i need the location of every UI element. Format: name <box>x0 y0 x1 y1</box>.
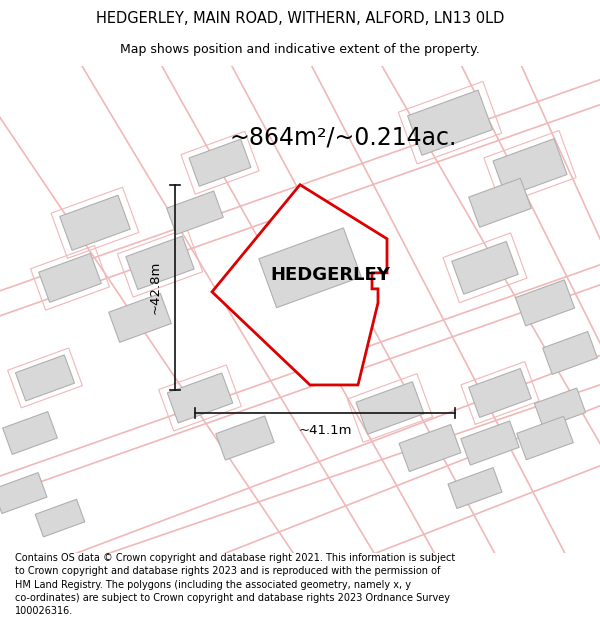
Polygon shape <box>109 293 172 343</box>
Polygon shape <box>515 280 575 326</box>
Polygon shape <box>448 468 502 509</box>
Polygon shape <box>38 253 101 302</box>
Polygon shape <box>399 424 461 471</box>
Polygon shape <box>0 472 47 514</box>
Text: ~42.8m: ~42.8m <box>149 261 161 314</box>
Text: ~41.1m: ~41.1m <box>298 424 352 438</box>
Polygon shape <box>469 369 532 418</box>
Polygon shape <box>356 382 424 434</box>
Polygon shape <box>542 331 598 374</box>
Text: Contains OS data © Crown copyright and database right 2021. This information is : Contains OS data © Crown copyright and d… <box>15 553 455 616</box>
Polygon shape <box>2 412 58 454</box>
Text: HEDGERLEY, MAIN ROAD, WITHERN, ALFORD, LN13 0LD: HEDGERLEY, MAIN ROAD, WITHERN, ALFORD, L… <box>96 11 504 26</box>
Polygon shape <box>212 185 387 385</box>
Polygon shape <box>216 416 274 460</box>
Polygon shape <box>126 236 194 289</box>
Text: HEDGERLEY: HEDGERLEY <box>270 266 390 284</box>
Polygon shape <box>452 241 518 294</box>
Polygon shape <box>35 499 85 537</box>
Polygon shape <box>60 195 130 251</box>
Polygon shape <box>535 388 586 428</box>
Polygon shape <box>16 355 74 401</box>
Polygon shape <box>461 421 519 465</box>
Polygon shape <box>517 416 573 460</box>
Text: ~864m²/~0.214ac.: ~864m²/~0.214ac. <box>230 126 457 150</box>
Text: Map shows position and indicative extent of the property.: Map shows position and indicative extent… <box>120 42 480 56</box>
Polygon shape <box>167 191 223 234</box>
Polygon shape <box>469 178 532 227</box>
Polygon shape <box>407 90 493 155</box>
Polygon shape <box>167 373 233 423</box>
Polygon shape <box>189 139 251 186</box>
Polygon shape <box>259 228 361 308</box>
Polygon shape <box>493 139 567 197</box>
